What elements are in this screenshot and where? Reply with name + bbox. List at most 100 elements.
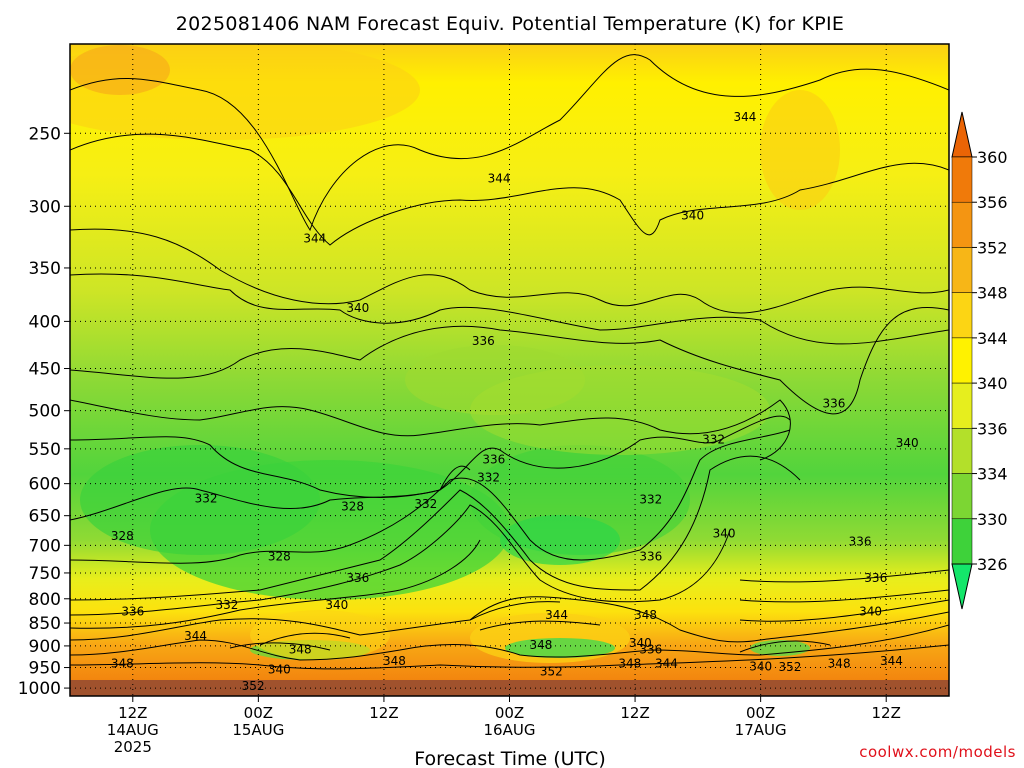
y-tick-label: 800 <box>29 590 61 610</box>
colorbar-segment <box>951 292 973 339</box>
contour-label: 336 <box>639 642 662 656</box>
y-tick-label: 750 <box>29 564 61 584</box>
y-tick-label: 550 <box>29 440 61 460</box>
contour-label: 332 <box>702 432 725 446</box>
y-tick-label: 500 <box>29 402 61 422</box>
field-patch <box>250 610 390 660</box>
x-tick-label: 17AUG <box>735 721 787 739</box>
grid-lines <box>70 44 949 696</box>
contour-label: 348 <box>289 642 312 656</box>
contour-label: 328 <box>341 499 364 513</box>
contour-label: 344 <box>545 608 568 622</box>
contour-label: 352 <box>242 679 265 693</box>
contour-label: 336 <box>482 453 505 467</box>
contour-line <box>479 620 601 631</box>
contour-label: 344 <box>655 657 678 671</box>
y-tick-label: 600 <box>29 475 61 495</box>
y-tick-label: 950 <box>29 659 61 679</box>
x-tick-label: 14AUG <box>107 721 159 739</box>
y-tick-label: 1000 <box>18 679 61 699</box>
colorbar-label: 348 <box>977 284 1008 303</box>
field-patch <box>70 45 170 95</box>
contour-label: 348 <box>618 657 641 671</box>
ground-band <box>70 680 949 696</box>
contour-label: 348 <box>529 638 552 652</box>
x-tick-label: 00Z <box>244 704 273 722</box>
contour-label: 348 <box>828 657 851 671</box>
contour-line <box>70 465 471 521</box>
contour-label: 344 <box>303 231 326 245</box>
y-tick-label: 850 <box>29 614 61 634</box>
field-patch <box>500 515 620 565</box>
contour-line <box>70 399 791 461</box>
y-tick-label: 650 <box>29 507 61 527</box>
contour-label: 348 <box>111 657 134 671</box>
contour-line <box>70 624 949 661</box>
x-tick-label: 12Z <box>369 704 398 722</box>
colorbar-segment <box>951 382 973 429</box>
plot-area: 344 344 344 340 340 336 336 340 332 336 332 332 328 3… <box>70 44 949 696</box>
contour-label: 340 <box>346 301 369 315</box>
colorbar-segment <box>951 201 973 248</box>
contour-line <box>70 307 949 415</box>
contour-line <box>739 599 949 622</box>
colorbar: 360 356 352 348 344 340 336 334 330 326 <box>951 111 1008 610</box>
contour-lines <box>70 54 949 670</box>
contour-label: 336 <box>864 571 887 585</box>
contour-line <box>70 429 791 564</box>
y-tick-label: 400 <box>29 312 61 332</box>
contour-line <box>70 54 949 232</box>
colorbar-label: 336 <box>977 419 1008 438</box>
contour-label: 336 <box>639 550 662 564</box>
colorbar-label: 360 <box>977 148 1008 167</box>
contour-label: 340 <box>749 659 772 673</box>
contour-line <box>70 415 791 498</box>
colorbar-arrow-bottom <box>951 563 973 610</box>
contour-label: 340 <box>268 663 291 677</box>
colorbar-segment <box>951 156 973 203</box>
contour-line <box>229 642 331 651</box>
x-tick-label: 12Z <box>620 704 649 722</box>
contour-label: 336 <box>346 571 369 585</box>
contour-label: 332 <box>477 471 500 485</box>
contour-line <box>70 133 949 246</box>
x-tick-label: 12Z <box>118 704 147 722</box>
colorbar-label: 330 <box>977 510 1008 529</box>
chart-title: 2025081406 NAM Forecast Equiv. Potential… <box>176 13 844 35</box>
contour-labels: 344 344 344 340 340 336 336 340 332 336 332 332 328 3… <box>111 110 919 693</box>
x-tick-label: 00Z <box>746 704 775 722</box>
contour-label: 332 <box>195 492 218 506</box>
contour-label: 328 <box>111 529 134 543</box>
colorbar-arrow-top <box>951 111 973 158</box>
y-tick-label: 450 <box>29 360 61 380</box>
contour-label: 344 <box>880 654 903 668</box>
contour-line <box>70 228 949 314</box>
contour-line <box>70 644 949 670</box>
colorbar-label: 340 <box>977 374 1008 393</box>
colorbar-segment <box>951 428 973 474</box>
contour-label: 344 <box>733 110 756 124</box>
contour-label: 336 <box>472 334 495 348</box>
contour-label: 332 <box>639 492 662 506</box>
x-axis-label: Forecast Time (UTC) <box>414 748 605 768</box>
contour-label: 336 <box>849 534 872 548</box>
x-tick-label: 00Z <box>495 704 524 722</box>
contour-label: 332 <box>414 497 437 511</box>
contour-label: 340 <box>713 527 736 541</box>
contour-label: 340 <box>325 598 348 612</box>
field-patch <box>760 90 840 210</box>
y-axis: 250 300 350 400 450 500 550 600 650 700 750 800 850 9… <box>18 124 70 699</box>
contour-label: 332 <box>216 598 239 612</box>
contour-line <box>70 504 731 616</box>
contour-label: 336 <box>822 396 845 410</box>
colorbar-segment <box>951 518 973 565</box>
x-tick-label: 12Z <box>872 704 901 722</box>
field-patch <box>505 638 615 658</box>
contour-label: 344 <box>184 629 207 643</box>
x-tick-label: 16AUG <box>484 721 536 739</box>
y-tick-label: 350 <box>29 259 61 279</box>
y-tick-label: 900 <box>29 637 61 657</box>
contour-label: 352 <box>540 665 563 679</box>
